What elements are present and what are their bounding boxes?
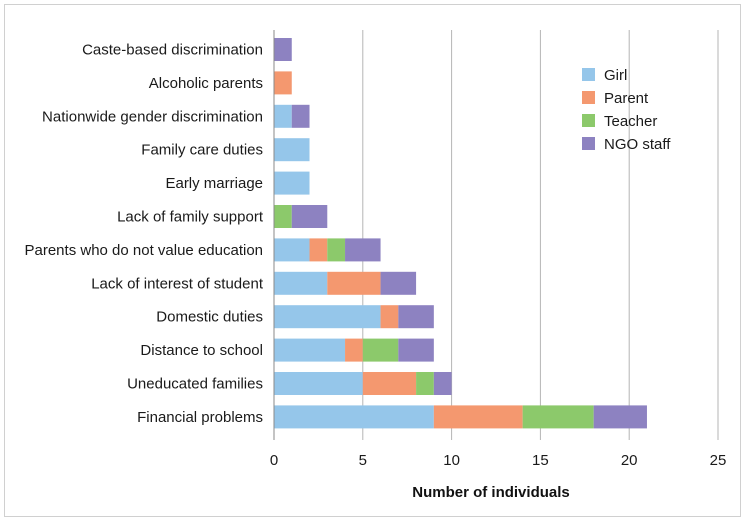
category-label: Parents who do not value education	[25, 242, 264, 259]
bar-segment-teacher	[327, 238, 346, 262]
legend: Girl Parent Teacher NGO staff	[582, 67, 671, 153]
category-label: Financial problems	[137, 409, 263, 426]
bar-segment-parent	[345, 338, 363, 362]
bar-segment-parent	[309, 238, 328, 262]
gridlines	[362, 30, 719, 440]
x-tick-label: 20	[621, 452, 638, 469]
bar-segment-girl	[274, 104, 292, 128]
bar-segment-ngo-staff	[398, 305, 434, 329]
category-label: Alcoholic parents	[149, 75, 263, 92]
legend-label: Girl	[604, 67, 627, 84]
bar-segment-ngo-staff	[291, 104, 310, 128]
legend-swatch	[582, 137, 595, 150]
bar-segment-ngo-staff	[398, 338, 434, 362]
bar-segment-ngo-staff	[345, 238, 381, 262]
category-label: Family care duties	[141, 142, 263, 159]
bar-segment-teacher	[416, 372, 434, 395]
bar-segment-girl	[274, 171, 310, 195]
x-tick-label: 15	[532, 452, 549, 469]
bar-segment-girl	[274, 372, 363, 395]
bar-segment-teacher	[522, 405, 594, 429]
x-tick-label: 0	[270, 452, 278, 469]
bar-segment-girl	[274, 138, 310, 162]
bar-segment-ngo-staff	[593, 405, 647, 429]
bar-segment-parent	[380, 305, 399, 329]
category-label: Lack of interest of student	[91, 275, 264, 292]
bar-segment-girl	[274, 271, 328, 295]
bar-segment-girl	[274, 338, 346, 362]
x-tick-label: 25	[710, 452, 727, 469]
bar-segment-girl	[274, 405, 434, 429]
legend-swatch	[582, 68, 595, 81]
legend-label: Teacher	[604, 113, 657, 130]
bar-segment-teacher	[274, 205, 292, 228]
bar-segment-ngo-staff	[274, 38, 292, 61]
category-label: Caste-based discrimination	[82, 42, 263, 59]
bar-segment-parent	[362, 372, 417, 395]
bar-segment-ngo-staff	[433, 372, 452, 395]
legend-swatch	[582, 114, 595, 127]
bars-group	[274, 38, 647, 429]
category-label: Lack of family support	[117, 209, 264, 226]
x-tick-label: 10	[443, 452, 460, 469]
bar-segment-teacher	[362, 338, 399, 362]
x-tick-label: 5	[359, 452, 367, 469]
bar-segment-parent	[433, 405, 523, 429]
legend-label: Parent	[604, 90, 649, 107]
bar-segment-parent	[274, 71, 292, 95]
category-label: Distance to school	[140, 342, 263, 359]
category-label: Domestic duties	[156, 309, 263, 326]
legend-label: NGO staff	[604, 136, 671, 153]
category-label: Early marriage	[165, 175, 263, 192]
x-tick-labels: 0 5 10 15 20 25	[270, 452, 727, 469]
x-axis-title: Number of individuals	[412, 484, 570, 501]
legend-swatch	[582, 91, 595, 104]
bar-segment-girl	[274, 238, 310, 262]
category-label: Nationwide gender discrimination	[42, 108, 263, 125]
bar-segment-girl	[274, 305, 381, 329]
bar-segment-ngo-staff	[291, 205, 328, 228]
bar-segment-ngo-staff	[380, 271, 417, 295]
category-labels: Caste-based discrimination Alcoholic pare…	[25, 42, 264, 426]
category-label: Uneducated families	[127, 376, 263, 393]
bar-segment-parent	[327, 271, 381, 295]
